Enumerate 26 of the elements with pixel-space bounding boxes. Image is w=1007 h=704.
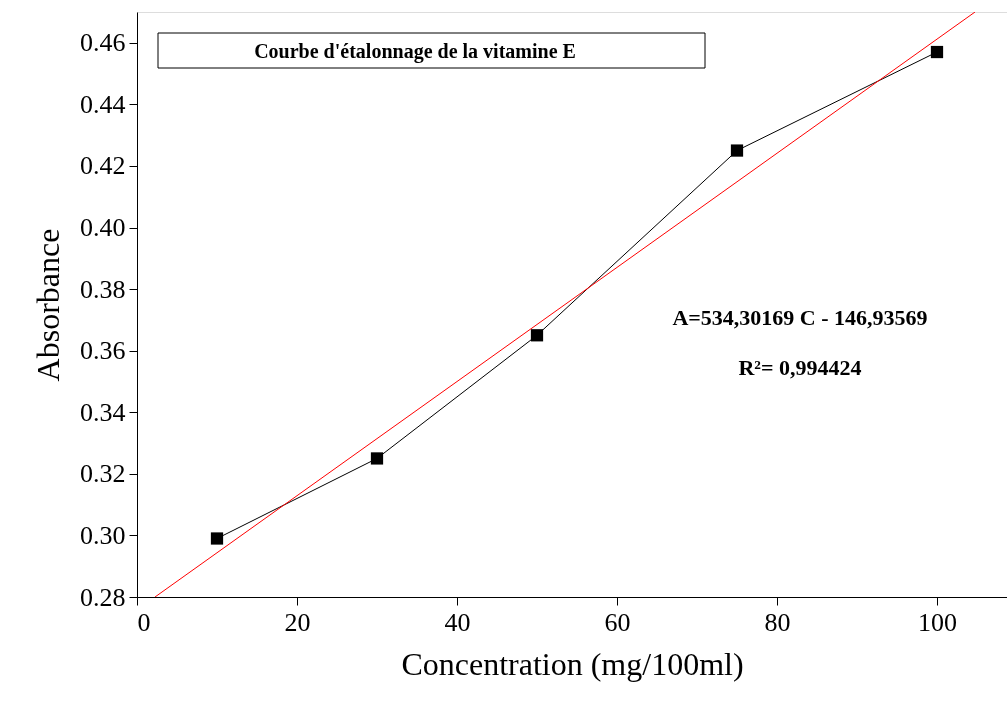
y-tick-label: 0.30 [80, 520, 126, 550]
y-tick-label: 0.38 [80, 274, 126, 304]
point [530, 329, 544, 342]
x-tick-label: 80 [764, 607, 791, 637]
point [930, 45, 944, 59]
y-axis-title: Absorbance [30, 228, 66, 382]
y-tick-label: 0.46 [80, 28, 126, 58]
x-axis-title: Concentration (mg/100ml) [401, 645, 744, 682]
y-tick-label: 0.40 [80, 213, 126, 243]
annotation: A=534,30169 C - 146,93569 [672, 305, 928, 330]
x-tick-label: 40 [444, 607, 471, 637]
y-tick-label: 0.32 [80, 459, 126, 489]
point [730, 144, 744, 157]
point [210, 532, 224, 545]
y-tick-label: 0.42 [80, 151, 126, 181]
x-tick-label: 100 [918, 607, 957, 637]
y-tick-label: 0.44 [80, 89, 126, 119]
y-tick-label: 0.28 [80, 582, 126, 612]
annotation: Courbe d'étalonnage de la vitamine E [254, 40, 576, 63]
annotation: R²= 0,994424 [738, 355, 862, 380]
y-tick-label: 0.34 [80, 397, 126, 427]
x-tick-label: 20 [284, 607, 311, 637]
y-tick-label: 0.36 [80, 336, 126, 366]
x-tick-label: 0 [137, 607, 151, 637]
point [370, 452, 384, 465]
x-tick-label: 60 [604, 607, 631, 637]
